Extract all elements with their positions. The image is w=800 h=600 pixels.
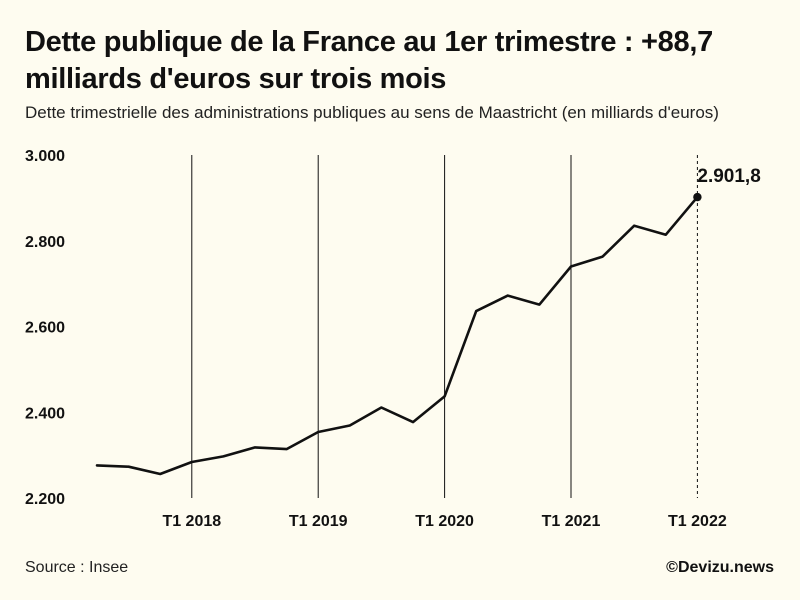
series-line (95, 195, 699, 476)
x-tick-label: T1 2022 (668, 513, 727, 530)
y-tick-label: 2.800 (25, 234, 65, 251)
chart-subtitle: Dette trimestrielle des administrations … (25, 103, 719, 122)
x-tick-label: T1 2020 (415, 513, 474, 530)
y-tick-label: 2.600 (25, 320, 65, 337)
y-tick-label: 3.000 (25, 148, 65, 165)
last-point-marker (693, 192, 702, 202)
credit-note: ©Devizu.news (666, 559, 774, 576)
source-note: Source : Insee (25, 559, 129, 576)
last-value-label: 2.901,8 (697, 166, 760, 187)
y-tick-label: 2.200 (25, 491, 65, 508)
x-tick-label: T1 2018 (162, 513, 221, 530)
x-tick-label: T1 2021 (542, 513, 601, 530)
chart-title: Dette publique de la France au 1er trime… (25, 26, 713, 95)
x-tick-label: T1 2019 (289, 513, 348, 530)
y-tick-label: 2.400 (25, 405, 65, 422)
